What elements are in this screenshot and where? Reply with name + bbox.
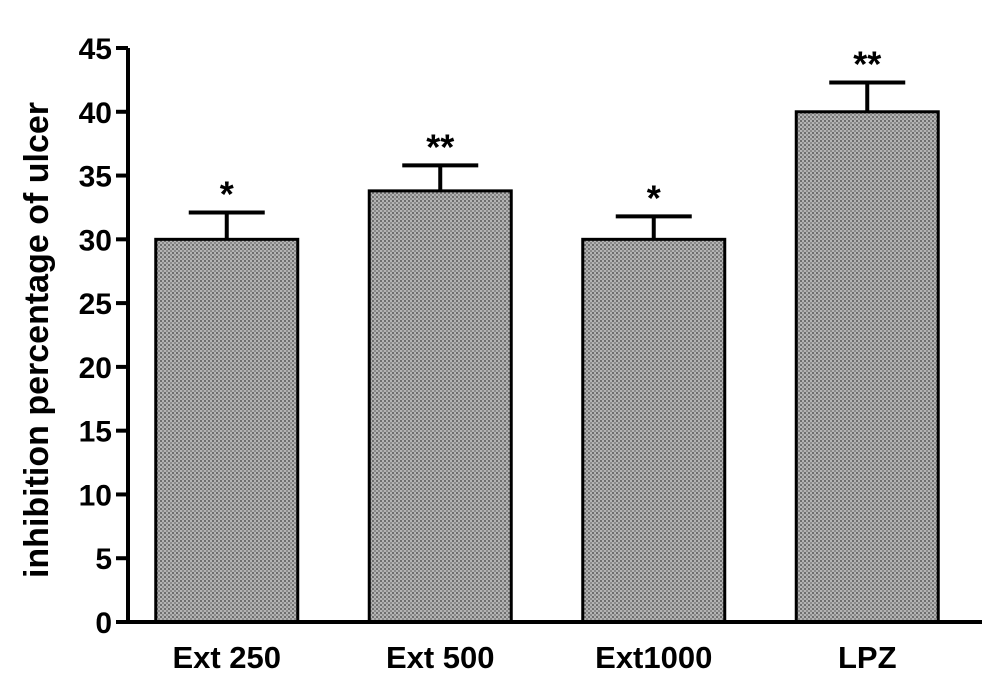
error-bars-group [188, 80, 906, 240]
bar [794, 110, 940, 624]
bars-group [154, 110, 940, 624]
y-tick-label: 25 [79, 288, 112, 321]
y-axis-title: inhibition percentage of ulcer [18, 102, 56, 578]
x-category-label: Ext1000 [595, 640, 712, 675]
y-tick-label: 35 [79, 161, 112, 194]
x-category-label: LPZ [838, 640, 897, 675]
x-category-label: Ext 500 [386, 640, 495, 675]
significance-marker: ** [853, 43, 881, 84]
y-tick-label: 10 [79, 479, 112, 512]
bar [581, 237, 727, 624]
significance-marker: * [220, 174, 234, 215]
significance-marker: ** [426, 126, 454, 167]
y-tick-label: 40 [79, 97, 112, 130]
y-tick-label: 15 [79, 416, 112, 449]
y-tick-label: 20 [79, 352, 112, 385]
y-tick-label: 0 [95, 607, 112, 640]
y-tick-label: 5 [95, 543, 112, 576]
bar [367, 189, 513, 624]
y-tick-label: 30 [79, 224, 112, 257]
significance-marker: * [647, 177, 661, 218]
x-category-label: Ext 250 [172, 640, 281, 675]
y-tick-label: 45 [79, 33, 112, 66]
bar [154, 237, 300, 624]
x-axis-labels: Ext 250 Ext 500 Ext1000 LPZ [172, 640, 896, 675]
significance-group: ****** [220, 43, 882, 218]
y-axis-ticks: 0 5 10 15 20 25 30 35 40 45 [79, 33, 128, 640]
